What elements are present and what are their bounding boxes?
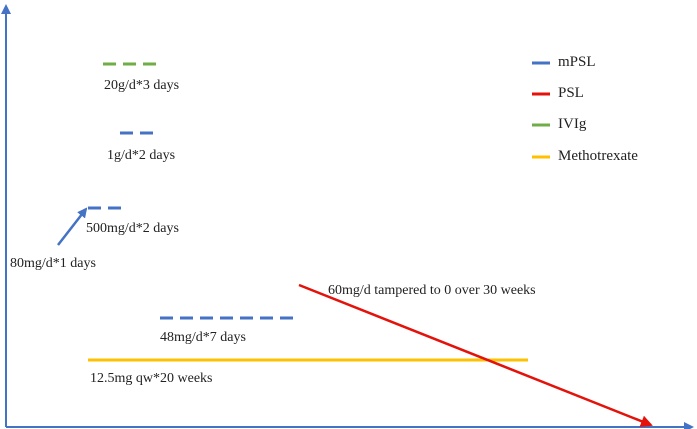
mpsl-48mg-label: 48mg/d*7 days [160,330,246,345]
psl-taper-arrow [298,283,653,427]
legend-label-psl: PSL [558,85,584,101]
mpsl-escalation-arrow [57,207,88,246]
legend-label-mpsl: mPSL [558,54,596,70]
methotrexate-dose-label: 12.5mg qw*20 weeks [90,371,213,386]
ivig-dose-label: 20g/d*3 days [104,78,180,93]
mpsl-1g-label: 1g/d*2 days [107,148,176,163]
psl-taper-label: 60mg/d tampered to 0 over 30 weeks [328,283,536,298]
legend-label-ivig: IVIg [558,116,587,132]
mpsl-80mg-label: 80mg/d*1 days [10,256,96,271]
mpsl-500mg-label: 500mg/d*2 days [86,221,179,236]
legend-label-methotrexate: Methotrexate [558,148,638,164]
